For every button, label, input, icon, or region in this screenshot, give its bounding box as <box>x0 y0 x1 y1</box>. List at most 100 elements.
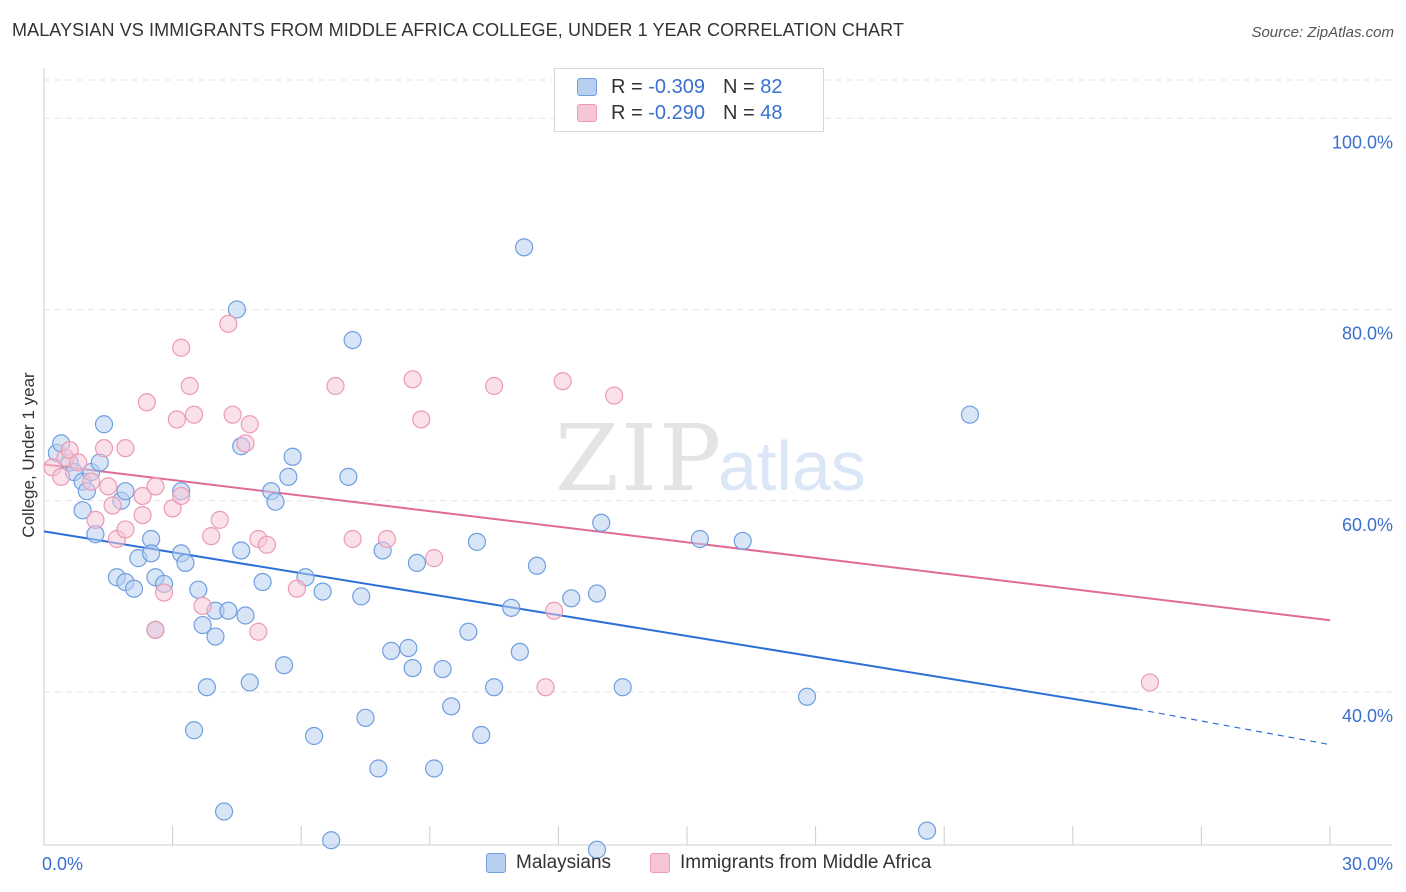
point-middle-africa <box>99 477 118 496</box>
point-malaysians <box>232 541 251 560</box>
point-malaysians <box>176 553 195 573</box>
point-middle-africa <box>163 499 182 518</box>
y-tick-label: 60.0% <box>1342 515 1393 535</box>
point-malaysians <box>279 467 298 486</box>
point-malaysians <box>407 553 427 573</box>
n-value-middle-africa: 48 <box>760 101 783 124</box>
point-malaysians <box>917 821 937 840</box>
point-malaysians <box>592 513 611 532</box>
point-malaysians <box>343 331 362 350</box>
point-middle-africa <box>605 386 624 405</box>
point-malaysians <box>515 238 534 257</box>
point-malaysians <box>433 659 452 679</box>
legend-row-middle-africa: R = -0.290 N = 48 <box>577 101 782 125</box>
point-middle-africa <box>403 370 422 389</box>
legend-item-middle-africa[interactable]: Immigrants from Middle Africa <box>650 852 931 874</box>
point-malaysians <box>193 615 212 635</box>
point-malaysians <box>322 831 341 850</box>
point-malaysians <box>219 601 238 620</box>
point-malaysians <box>467 532 487 551</box>
point-middle-africa <box>103 496 122 515</box>
blue-swatch-icon <box>577 78 597 96</box>
point-malaysians <box>313 582 332 601</box>
point-malaysians <box>424 759 444 778</box>
point-malaysians <box>587 840 607 859</box>
point-middle-africa <box>287 579 307 598</box>
point-middle-africa <box>236 434 255 453</box>
x-tick-label-end: 30.0% <box>1342 854 1393 874</box>
point-middle-africa <box>116 439 135 458</box>
point-malaysians <box>960 405 980 424</box>
point-malaysians <box>189 580 208 599</box>
point-malaysians <box>485 678 504 697</box>
point-malaysians <box>227 300 246 319</box>
point-middle-africa <box>485 376 504 396</box>
point-malaysians <box>510 642 529 661</box>
legend-label-middle-africa: Immigrants from Middle Africa <box>680 852 932 873</box>
point-middle-africa <box>257 535 277 554</box>
correlation-legend: R = -0.309 N = 82 R = -0.290 N = 48 <box>554 68 824 132</box>
point-malaysians <box>94 415 114 434</box>
trend-line-malaysians <box>43 530 1138 711</box>
point-malaysians <box>442 697 461 716</box>
data-points <box>43 238 1160 859</box>
point-middle-africa <box>94 439 114 458</box>
point-middle-africa <box>180 376 199 396</box>
n-label: N = <box>722 75 755 98</box>
point-middle-africa <box>172 486 191 506</box>
point-middle-africa <box>377 529 397 549</box>
point-middle-africa <box>193 596 212 616</box>
point-malaysians <box>184 721 204 740</box>
point-malaysians <box>274 656 294 675</box>
point-middle-africa <box>86 510 105 529</box>
point-middle-africa <box>202 527 221 546</box>
blue-swatch-icon <box>486 853 506 873</box>
point-middle-africa <box>146 620 165 639</box>
point-middle-africa <box>223 405 242 424</box>
point-middle-africa <box>210 510 229 529</box>
point-malaysians <box>236 606 255 625</box>
point-middle-africa <box>133 486 152 506</box>
tick-labels: 40.0% 60.0% 80.0% 100.0% 0.0% 30.0% <box>42 132 1393 874</box>
n-label: N = <box>722 101 755 124</box>
point-middle-africa <box>82 472 101 491</box>
y-tick-label: 100.0% <box>1332 132 1393 152</box>
point-malaysians <box>587 584 607 603</box>
point-malaysians <box>733 531 752 551</box>
point-malaysians <box>527 556 547 575</box>
point-malaysians <box>206 627 225 646</box>
point-middle-africa <box>116 520 135 539</box>
trend-line-middle-africa <box>43 463 1331 622</box>
legend-item-malaysians[interactable]: Malaysians <box>486 852 611 874</box>
grid-lines <box>44 79 1392 693</box>
n-value-malaysians: 82 <box>760 75 783 98</box>
point-malaysians <box>73 501 92 520</box>
point-middle-africa <box>69 453 88 472</box>
chart-title: MALAYSIAN VS IMMIGRANTS FROM MIDDLE AFRI… <box>12 20 905 40</box>
r-label: R = <box>611 75 643 98</box>
trend-line-malaysians-extension <box>1136 708 1331 746</box>
point-middle-africa <box>60 440 79 460</box>
point-malaysians <box>339 467 358 486</box>
point-middle-africa <box>1140 673 1160 692</box>
pink-swatch-icon <box>650 853 670 873</box>
point-middle-africa <box>536 678 555 697</box>
point-malaysians <box>304 726 324 746</box>
point-malaysians <box>356 708 375 727</box>
r-value-malaysians: -0.309 <box>648 75 705 98</box>
point-middle-africa <box>52 467 71 486</box>
point-malaysians <box>197 678 216 697</box>
point-malaysians <box>562 589 581 608</box>
point-middle-africa <box>412 410 431 429</box>
point-malaysians <box>797 687 817 706</box>
axes <box>43 68 1392 846</box>
watermark-zip: ZIP <box>555 405 723 512</box>
point-middle-africa <box>249 622 268 641</box>
point-malaysians <box>116 482 135 501</box>
point-middle-africa <box>343 529 362 549</box>
point-middle-africa <box>167 410 186 429</box>
point-middle-africa <box>545 601 564 620</box>
y-tick-label: 40.0% <box>1342 706 1393 726</box>
r-value-middle-africa: -0.290 <box>648 101 705 124</box>
